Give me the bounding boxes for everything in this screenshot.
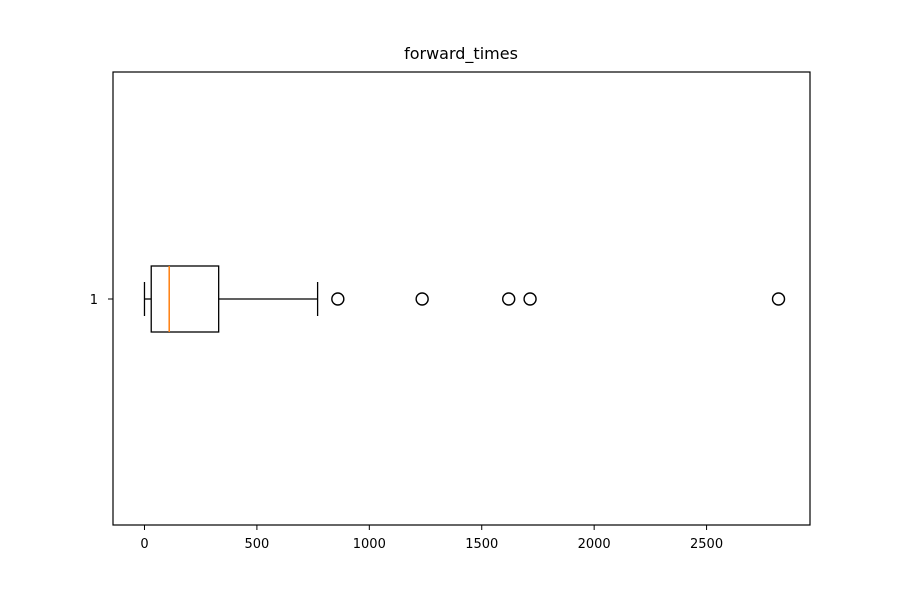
y-tick-label: 1 — [90, 293, 98, 308]
x-tick-label: 2000 — [578, 537, 611, 552]
outlier-point — [771, 292, 786, 306]
x-tick-label: 0 — [140, 537, 148, 552]
x-tick-label: 1500 — [465, 537, 498, 552]
outlier-point — [415, 292, 429, 306]
x-tick-label: 2500 — [690, 537, 723, 552]
plot-area — [143, 265, 786, 333]
x-tick-label: 500 — [244, 537, 269, 552]
outlier-point — [502, 292, 516, 306]
y-axis: 1 — [90, 293, 113, 308]
x-tick-label: 1000 — [353, 537, 386, 552]
x-axis: 0 500 1000 1500 2000 2500 — [140, 525, 723, 552]
chart-title: forward_times — [404, 44, 518, 64]
outlier-point — [331, 292, 345, 306]
box-iqr — [150, 265, 220, 333]
outlier-point — [523, 292, 537, 306]
